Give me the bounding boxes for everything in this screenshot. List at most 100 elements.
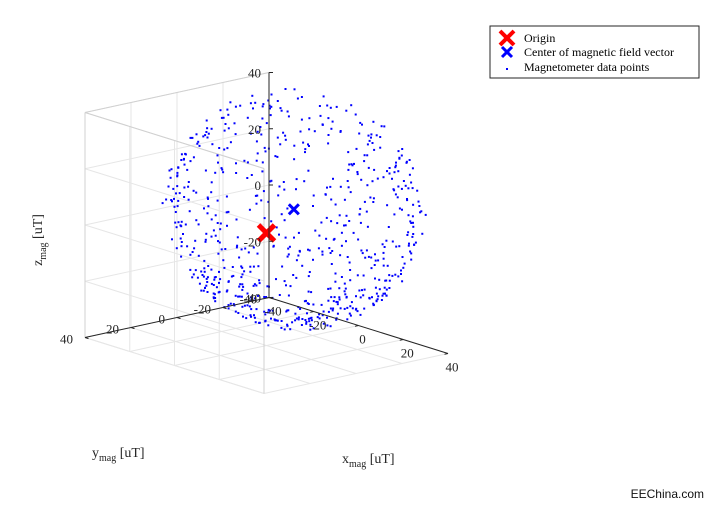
data-point [298,249,301,252]
data-point [424,213,427,216]
data-point [203,270,206,273]
grid-wall-z-line [84,184,270,226]
data-point [398,157,401,160]
data-point [321,253,324,256]
data-point [275,319,278,322]
data-point [218,147,221,149]
data-point [408,173,411,176]
data-point [241,266,244,269]
data-point [362,294,365,297]
data-point [319,114,322,117]
data-point [336,312,339,315]
data-point [329,252,332,254]
data-point [273,318,276,321]
data-point [407,244,410,247]
data-point [195,133,198,136]
data-point [356,171,359,173]
data-point [333,237,336,240]
data-point [385,288,388,291]
data-point [246,116,249,119]
grid-wall-z-line [84,240,270,282]
z-tick-label: -40 [244,291,261,306]
data-point [372,304,375,307]
data-point [401,256,404,258]
data-point [214,214,217,217]
data-point [310,291,313,294]
data-point [229,101,232,104]
data-point [178,192,181,195]
y-tick-label: -40 [240,292,257,307]
data-point [241,305,244,308]
data-point [255,202,258,205]
data-point [327,134,330,136]
data-point [206,196,209,199]
data-point [373,168,376,171]
data-point [348,163,351,166]
data-point [410,222,413,224]
data-point [379,146,382,149]
data-point [413,243,416,246]
data-point [421,232,424,235]
tick-labels: -40 -20 0 20 40 -40 -20 0 20 40 -40 -20 0 20 40 [60,66,459,375]
data-point [374,286,377,289]
data-point [283,188,286,191]
data-point [236,236,239,239]
data-point [400,154,403,157]
data-point [348,261,351,264]
data-point [307,290,310,293]
data-point [370,256,373,259]
data-point [351,164,354,167]
data-point [382,176,385,179]
z-tick-label: 0 [255,178,262,193]
data-point [180,153,183,156]
data-point [354,113,357,116]
data-point [383,125,386,128]
data-point [313,130,316,133]
data-point [177,166,180,169]
data-point [375,134,378,137]
data-point [182,233,184,235]
data-point [206,281,209,283]
data-point [280,213,283,216]
data-point [196,276,199,279]
data-point [312,303,315,306]
data-point [266,285,269,288]
data-point [418,205,421,207]
data-point [372,201,375,203]
axis-lines [84,72,449,355]
data-point [175,192,177,195]
data-point [206,136,209,139]
data-point [189,268,192,271]
grid-wall-z-line [84,337,265,394]
data-point [222,171,225,174]
data-point [326,104,329,107]
data-point [283,280,286,283]
data-point [192,189,195,192]
data-point [381,243,384,246]
data-point [202,289,205,292]
data-point [367,134,370,137]
data-point [274,155,277,158]
data-point [161,202,164,205]
data-point [401,148,404,150]
data-point [174,221,177,224]
data-point [256,194,259,197]
data-point [355,147,358,150]
data-point [218,270,220,273]
data-point [180,245,183,248]
data-point [414,241,417,244]
data-point [365,210,368,213]
data-point [253,314,255,317]
data-point [191,251,194,253]
data-point [378,278,381,281]
data-point [384,292,386,295]
data-point [267,311,270,314]
data-point [301,318,304,320]
data-point [254,194,257,197]
data-point [295,178,298,181]
data-point [194,269,197,272]
data-point [373,264,376,266]
special-markers [256,203,300,243]
data-point [287,253,290,256]
data-point [220,167,223,170]
